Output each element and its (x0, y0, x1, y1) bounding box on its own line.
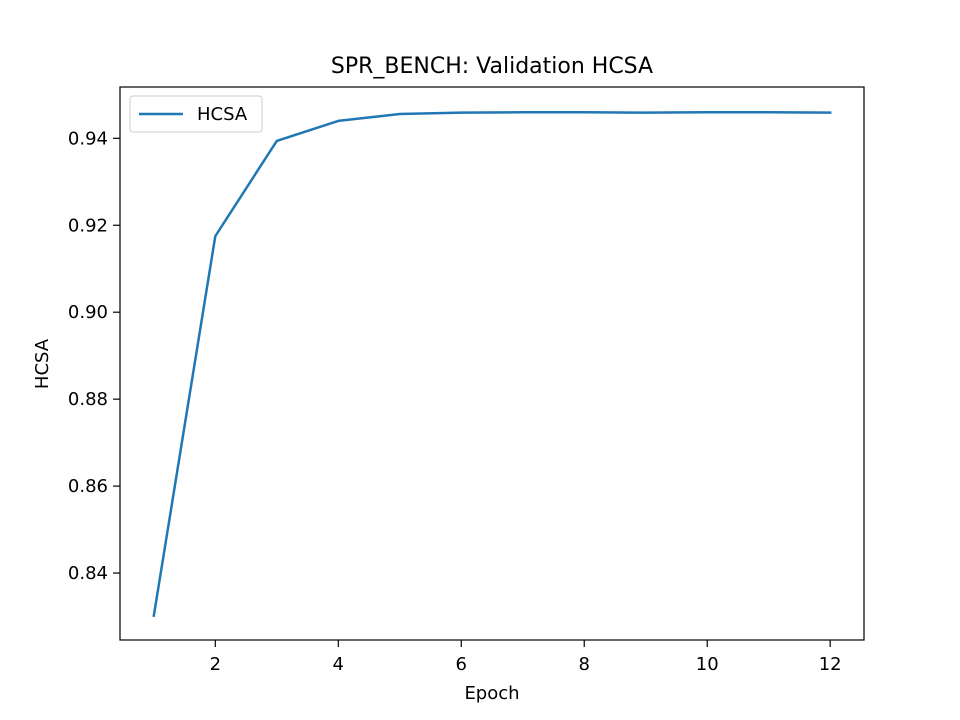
legend-label-hcsa: HCSA (197, 104, 248, 125)
series-layer (152, 110, 832, 618)
y-tick-label: 0.90 (68, 302, 108, 323)
x-tick-label: 8 (579, 654, 590, 675)
plot-background (120, 87, 864, 640)
x-tick-label: 2 (210, 654, 221, 675)
legend-box (129, 95, 263, 133)
legend: HCSA (129, 95, 263, 133)
y-tick-label: 0.94 (68, 128, 108, 149)
y-tick-label: 0.84 (68, 563, 108, 584)
x-tick-label: 6 (456, 654, 467, 675)
x-tick-label: 4 (333, 654, 344, 675)
x-tick-label: 10 (696, 654, 719, 675)
x-tick-label: 12 (819, 654, 842, 675)
y-tick-label: 0.86 (68, 476, 108, 497)
x-axis-title: Epoch (464, 683, 519, 704)
y-tick-label: 0.92 (68, 215, 108, 236)
y-axis-title: HCSA (32, 338, 53, 389)
x-axis: 2 4 6 8 10 12 (210, 640, 842, 675)
y-axis: 0.84 0.86 0.88 0.90 0.92 0.94 (68, 128, 120, 584)
series-line-hcsa (152, 110, 832, 618)
plot-frame (119, 86, 865, 641)
y-tick-label: 0.88 (68, 389, 108, 410)
plot-area (120, 87, 864, 640)
chart-title: SPR_BENCH: Validation HCSA (331, 54, 653, 79)
